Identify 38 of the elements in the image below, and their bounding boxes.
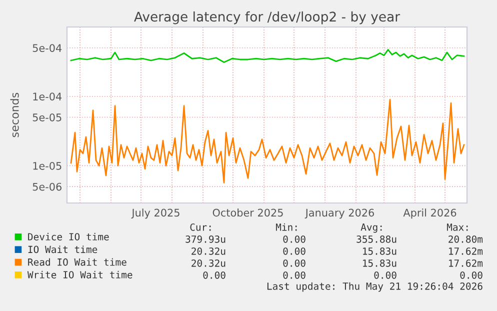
- text: 15.83u: [363, 247, 396, 255]
- line-series: [70, 49, 465, 63]
- text: 0.00: [283, 271, 306, 279]
- text: 20.32u: [192, 247, 226, 255]
- text: Avg:: [360, 224, 382, 233]
- text: 20.80m: [448, 235, 483, 243]
- x-tick-label: July 2025: [131, 208, 180, 219]
- text: Max:: [446, 224, 468, 231]
- legend-label: Device IO time: [28, 232, 109, 240]
- text: 0.00: [203, 271, 226, 279]
- text: 0.00: [460, 271, 482, 279]
- text: 355.88u: [356, 235, 396, 243]
- legend-label: Write IO Wait time: [27, 270, 132, 278]
- chart-title: Average latency for /dev/loop2 - by year: [134, 11, 400, 24]
- legend-label: Read IO Wait time: [28, 258, 126, 266]
- text: 0.00: [283, 247, 306, 255]
- text: 20.32u: [192, 259, 226, 267]
- x-tick-label: October 2025: [212, 208, 283, 217]
- text: 15.83u: [363, 259, 396, 267]
- text: 0.00: [374, 271, 396, 279]
- text: Last update: Thu May 21 19:26:04 2026: [267, 282, 482, 292]
- y-tick-label: 1e-04: [33, 92, 62, 100]
- y-tick-label: 5e-05: [32, 113, 62, 122]
- text: 17.62m: [449, 259, 483, 267]
- y-tick-label: 1e-05: [33, 162, 62, 170]
- text: 17.62m: [449, 247, 483, 255]
- text: 0.00: [283, 259, 306, 267]
- y-tick-label: 5e-06: [32, 182, 62, 191]
- legend-label: IO Wait time: [28, 246, 98, 254]
- text: 0.00: [283, 235, 306, 243]
- line-series: [70, 98, 465, 184]
- text: 379.93u: [186, 235, 226, 243]
- text: Cur:: [190, 223, 211, 231]
- x-tick-label: April 2026: [403, 208, 456, 219]
- text: Min:: [276, 223, 297, 231]
- x-tick-label: January 2026: [304, 208, 374, 219]
- y-tick-label: 5e-04: [32, 44, 62, 52]
- y-axis-title: seconds: [10, 92, 19, 138]
